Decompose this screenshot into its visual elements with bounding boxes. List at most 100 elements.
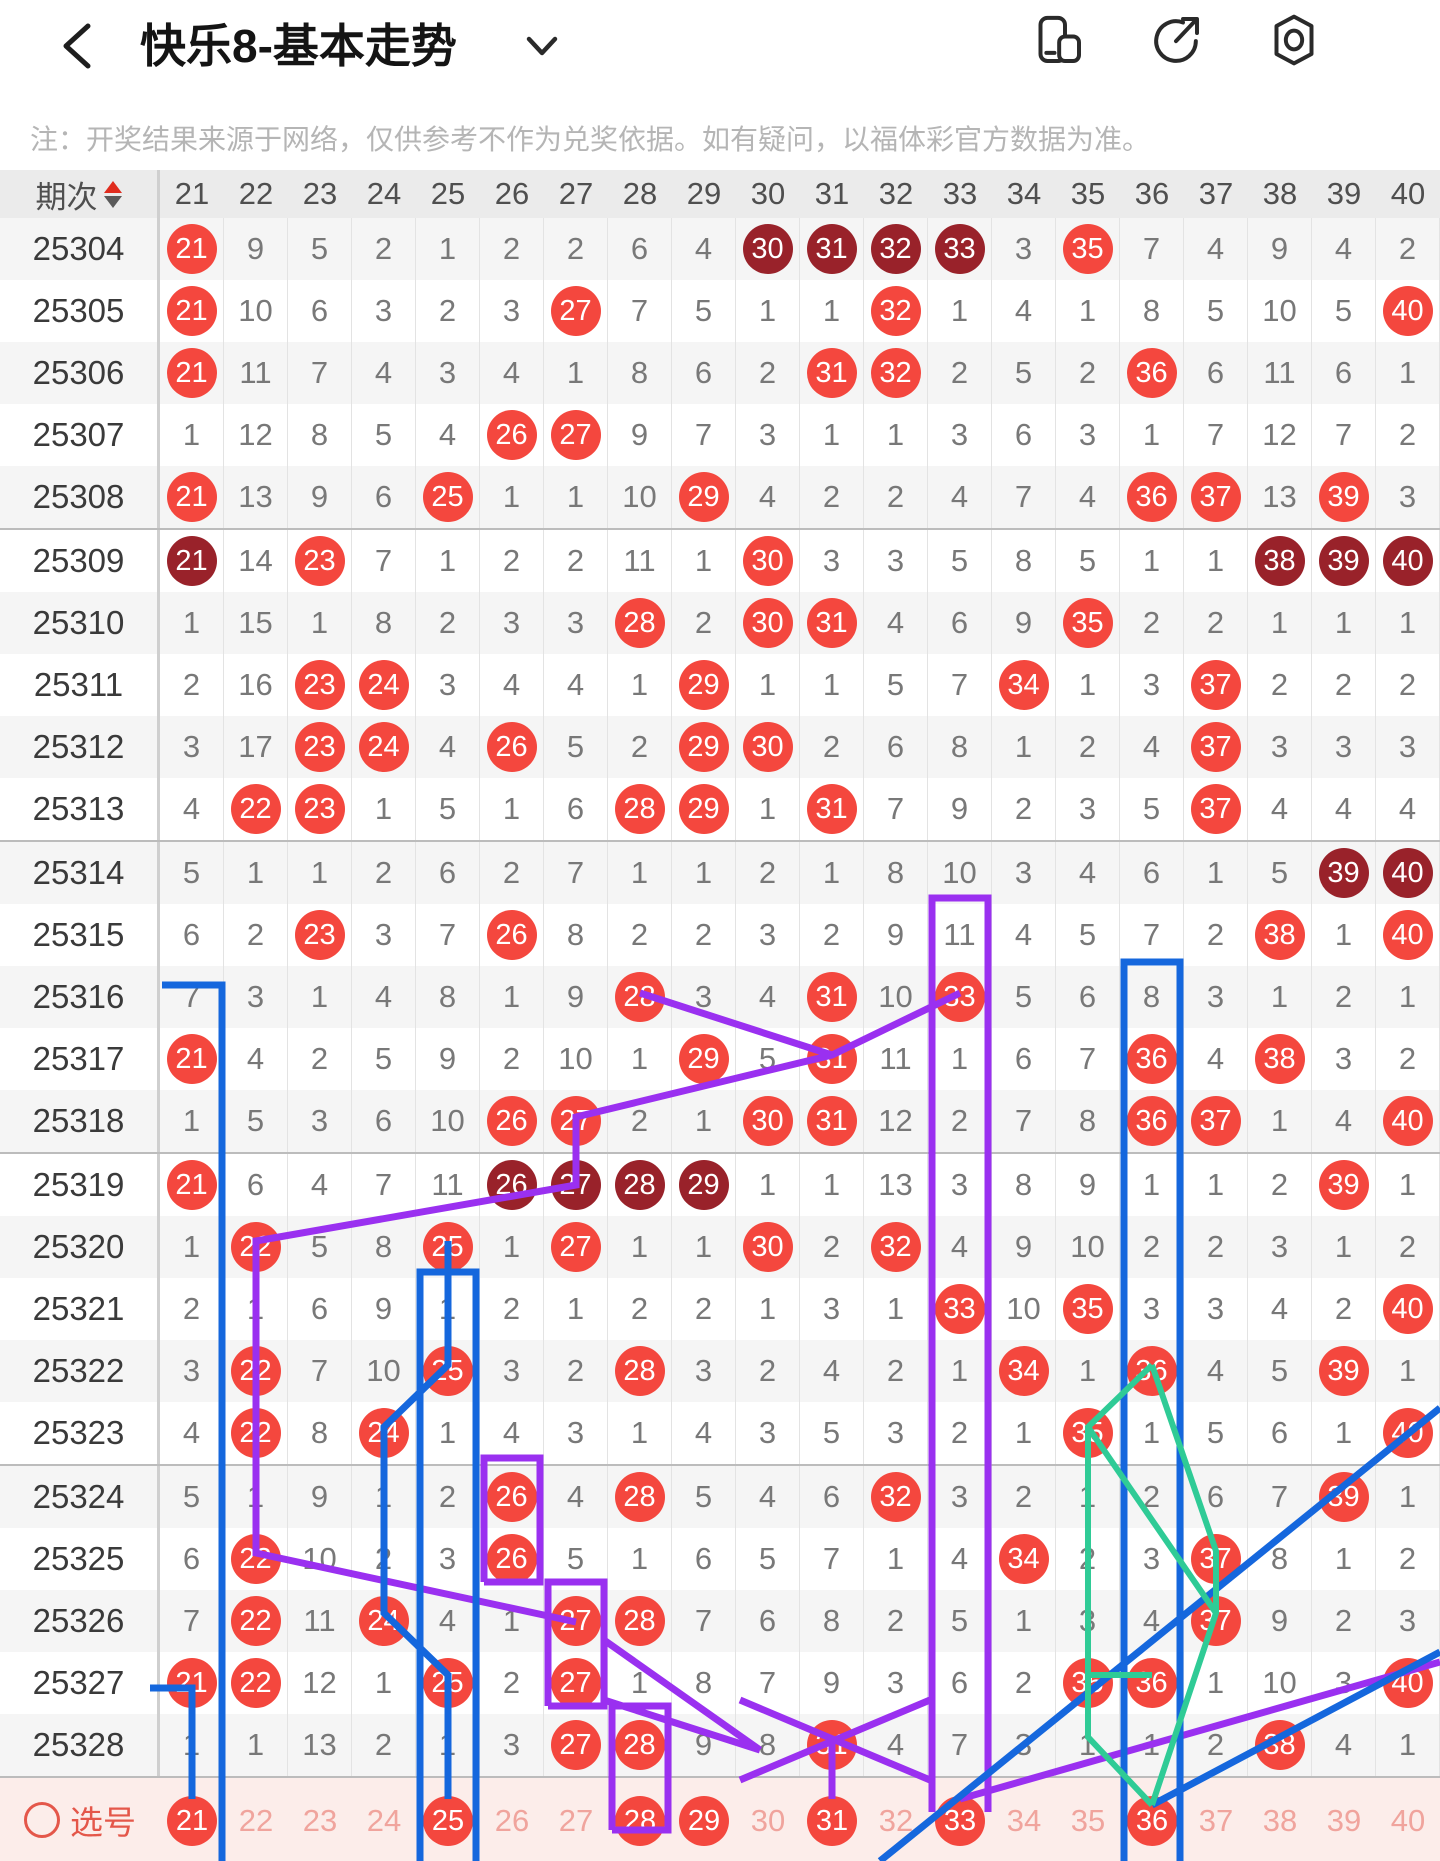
missing-count-cell: 2 [1312, 1590, 1376, 1652]
missing-count-cell: 3 [1248, 716, 1312, 778]
missing-count-cell: 6 [672, 1528, 736, 1590]
sort-arrows-icon[interactable] [103, 180, 122, 208]
select-number[interactable]: 37 [1198, 1803, 1234, 1838]
missing-count-cell: 1 [1120, 404, 1184, 466]
table-row: 25322 3 22 7 10 25 3 2 28 3 2 4 2 1 34 1 36 4 5 39 1 [0, 1340, 1440, 1402]
period-header-label: 期次 [35, 179, 98, 215]
missing-count-cell: 3 [1120, 654, 1184, 716]
rotate-screen-icon[interactable] [1030, 12, 1086, 68]
select-number[interactable]: 32 [878, 1803, 914, 1838]
missing-count-cell: 4 [1120, 716, 1184, 778]
missing-count-cell: 3 [160, 716, 224, 778]
missing-count-cell: 1 [224, 1466, 288, 1528]
missing-count-cell: 9 [224, 218, 288, 280]
missing-count-cell: 8 [992, 530, 1056, 592]
table-row: 25319 21 6 4 7 11 26 27 28 29 1 1 13 3 8 9 1 1 2 39 1 [0, 1154, 1440, 1216]
missing-count-cell: 2 [480, 1278, 544, 1340]
select-number[interactable]: 34 [1006, 1803, 1042, 1838]
missing-count-cell: 8 [992, 1154, 1056, 1216]
drawn-number-ball: 40 [1376, 1652, 1440, 1714]
missing-count-cell: 8 [416, 966, 480, 1028]
drawn-number-ball: 38 [1248, 904, 1312, 966]
missing-count-cell: 1 [288, 842, 352, 904]
missing-count-cell: 1 [608, 1402, 672, 1464]
period-header[interactable]: 期次 [0, 170, 160, 218]
missing-count-cell: 1 [1376, 966, 1440, 1028]
missing-count-cell: 7 [1312, 404, 1376, 466]
select-number[interactable]: 31 [800, 1790, 864, 1852]
missing-count-cell: 5 [928, 530, 992, 592]
select-number[interactable]: 24 [366, 1803, 402, 1838]
missing-count-cell: 3 [992, 842, 1056, 904]
settings-icon[interactable] [1266, 12, 1322, 68]
missing-count-cell: 1 [352, 1652, 416, 1714]
share-icon[interactable] [1148, 12, 1204, 68]
drawn-number-ball: 22 [224, 1216, 288, 1278]
missing-count-cell: 11 [224, 342, 288, 404]
missing-count-cell: 1 [544, 466, 608, 528]
missing-count-cell: 5 [736, 1528, 800, 1590]
select-number[interactable]: 22 [238, 1803, 274, 1838]
missing-count-cell: 16 [224, 654, 288, 716]
select-number[interactable]: 23 [302, 1803, 338, 1838]
missing-count-cell: 1 [544, 342, 608, 404]
missing-count-cell: 1 [1056, 654, 1120, 716]
select-row: 选号 21 22 23 24 25 26 27 28 29 30 31 32 33 34 35 36 37 38 3… [0, 1778, 1440, 1861]
missing-count-cell: 1 [1376, 342, 1440, 404]
drawn-number-ball: 36 [1120, 1090, 1184, 1152]
select-number[interactable]: 39 [1326, 1803, 1362, 1838]
missing-count-cell: 11 [288, 1590, 352, 1652]
select-number[interactable]: 25 [416, 1790, 480, 1852]
missing-count-cell: 8 [1120, 966, 1184, 1028]
missing-count-cell: 3 [160, 1340, 224, 1402]
missing-count-cell: 2 [160, 654, 224, 716]
select-number[interactable]: 33 [928, 1790, 992, 1852]
missing-count-cell: 2 [416, 280, 480, 342]
missing-count-cell: 3 [416, 654, 480, 716]
missing-count-cell: 2 [1056, 342, 1120, 404]
missing-count-cell: 9 [352, 1278, 416, 1340]
missing-count-cell: 5 [160, 1466, 224, 1528]
missing-count-cell: 2 [992, 1652, 1056, 1714]
table-row: 25309 21 14 23 7 1 2 2 11 1 30 3 3 5 8 5 1 1 38 39 40 [0, 530, 1440, 592]
missing-count-cell: 4 [928, 466, 992, 528]
select-number[interactable]: 40 [1390, 1803, 1426, 1838]
back-icon[interactable] [52, 18, 108, 74]
select-number[interactable]: 21 [160, 1790, 224, 1852]
missing-count-cell: 1 [288, 966, 352, 1028]
missing-count-cell: 4 [1248, 1278, 1312, 1340]
missing-count-cell: 4 [416, 1590, 480, 1652]
missing-count-cell: 2 [1312, 966, 1376, 1028]
select-circle-icon[interactable] [24, 1802, 60, 1838]
select-number[interactable]: 29 [672, 1790, 736, 1852]
missing-count-cell: 4 [288, 1154, 352, 1216]
period-cell: 25327 [0, 1652, 160, 1714]
select-number[interactable]: 27 [558, 1803, 594, 1838]
drawn-number-ball: 35 [1056, 1278, 1120, 1340]
missing-count-cell: 1 [160, 1090, 224, 1152]
missing-count-cell: 1 [1376, 1466, 1440, 1528]
missing-count-cell: 2 [800, 466, 864, 528]
missing-count-cell: 7 [352, 1154, 416, 1216]
drawn-number-ball: 35 [1056, 218, 1120, 280]
select-number[interactable]: 38 [1262, 1803, 1298, 1838]
missing-count-cell: 4 [224, 1028, 288, 1090]
missing-count-cell: 1 [736, 1154, 800, 1216]
missing-count-cell: 1 [224, 842, 288, 904]
select-number[interactable]: 35 [1070, 1803, 1106, 1838]
missing-count-cell: 3 [1376, 716, 1440, 778]
drawn-number-ball: 31 [800, 342, 864, 404]
drawn-number-ball: 23 [288, 904, 352, 966]
chevron-down-icon[interactable] [525, 34, 559, 58]
select-number[interactable]: 30 [750, 1803, 786, 1838]
column-header: 34 [1006, 176, 1042, 211]
drawn-number-ball: 36 [1120, 1652, 1184, 1714]
select-number[interactable]: 28 [608, 1790, 672, 1852]
missing-count-cell: 2 [672, 592, 736, 654]
drawn-number-ball: 37 [1184, 1590, 1248, 1652]
missing-count-cell: 7 [608, 280, 672, 342]
select-number[interactable]: 26 [494, 1803, 530, 1838]
drawn-number-ball: 28 [608, 1714, 672, 1776]
select-number[interactable]: 36 [1120, 1790, 1184, 1852]
drawn-number-ball: 28 [608, 1590, 672, 1652]
